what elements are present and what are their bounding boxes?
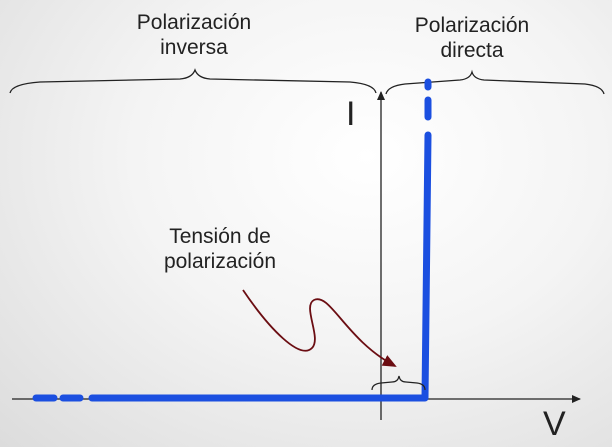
forward-bias-label-line1: Polarización xyxy=(414,14,530,37)
threshold-arrow xyxy=(242,289,397,367)
threshold-voltage-label-line1: Tensión de xyxy=(169,225,271,248)
forward-bias-label-line2: directa xyxy=(440,39,504,62)
reverse-bias-label-line1: Polarización xyxy=(136,11,252,34)
threshold-brace xyxy=(371,375,426,391)
reverse-bias-brace xyxy=(9,68,377,94)
forward-bias-label: Polarización directa xyxy=(397,13,547,63)
threshold-voltage-label: Tensión de polarización xyxy=(145,224,295,274)
reverse-bias-label: Polarización inversa xyxy=(104,10,284,60)
current-axis-label: I xyxy=(346,95,356,133)
iv-curve xyxy=(32,78,432,402)
voltage-axis-label: V xyxy=(543,405,566,443)
threshold-voltage-label-line2: polarización xyxy=(163,250,277,273)
curve-main xyxy=(88,131,432,402)
reverse-bias-label-line2: inversa xyxy=(160,36,228,59)
forward-bias-brace xyxy=(385,69,605,95)
